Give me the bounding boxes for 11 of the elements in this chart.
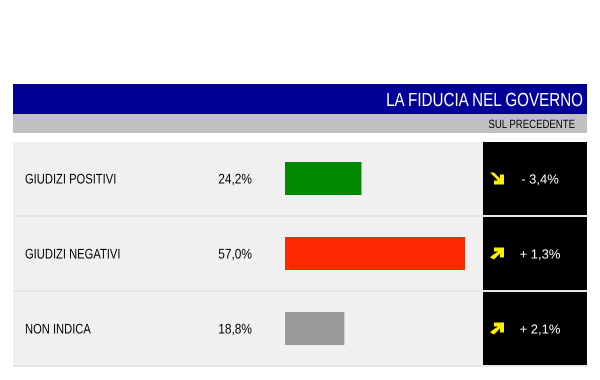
y-tick-label: GIUDIZI POSITIVI (25, 171, 116, 187)
text: + 1,3% (520, 246, 561, 262)
data-label: 57,0% (218, 246, 252, 262)
data-label: 18,8% (218, 320, 252, 337)
data-label: 24,2% (218, 170, 252, 187)
y-tick-label: GIUDIZI NEGATIVI (25, 246, 120, 262)
chart-title: LA FIDUCIA NEL GOVERNO (386, 88, 583, 110)
text: SUL PRECEDENTE (488, 118, 575, 132)
text: - 3,4% (521, 172, 560, 186)
text: + 2,1% (520, 322, 561, 336)
y-tick-label: NON INDICA (25, 321, 92, 337)
